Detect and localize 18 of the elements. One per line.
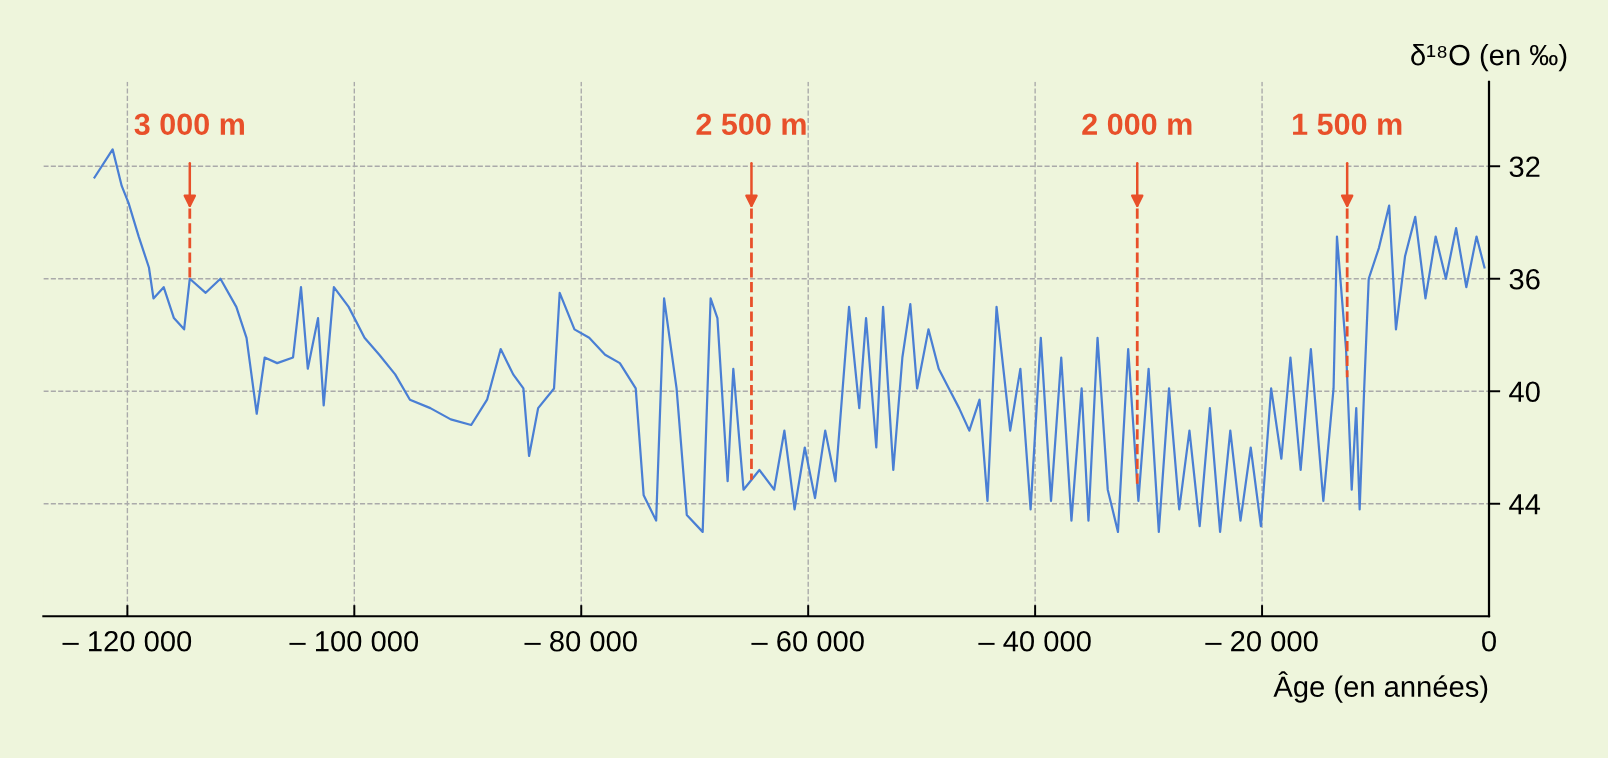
ref-line-label: 2 000 m xyxy=(1082,113,1192,136)
ref-line-label: 1 500 m xyxy=(1293,113,1402,136)
x-tick-label: – 120 000 xyxy=(62,630,192,652)
x-axis-title: Âge (en années) xyxy=(1273,671,1488,703)
y-tick-label: 36 xyxy=(1509,268,1540,290)
x-tick-label: – 40 000 xyxy=(978,630,1091,652)
x-tick-label: – 60 000 xyxy=(751,630,864,652)
x-tick-label: – 80 000 xyxy=(524,630,637,652)
y-tick-label: 44 xyxy=(1509,494,1541,515)
x-tick-label: – 100 000 xyxy=(289,630,419,652)
y-tick-label: 40 xyxy=(1509,381,1540,403)
y-tick-label: 32 xyxy=(1509,156,1540,178)
x-tick-label: – 20 000 xyxy=(1205,630,1318,652)
y-axis-title: δ¹⁸O (en ‰) xyxy=(1411,43,1567,72)
line-series xyxy=(93,148,1486,533)
ref-line-label: 2 500 m xyxy=(696,113,806,136)
ref-line-label: 3 000 m xyxy=(134,113,244,136)
x-tick-label: 0 xyxy=(1482,630,1496,652)
